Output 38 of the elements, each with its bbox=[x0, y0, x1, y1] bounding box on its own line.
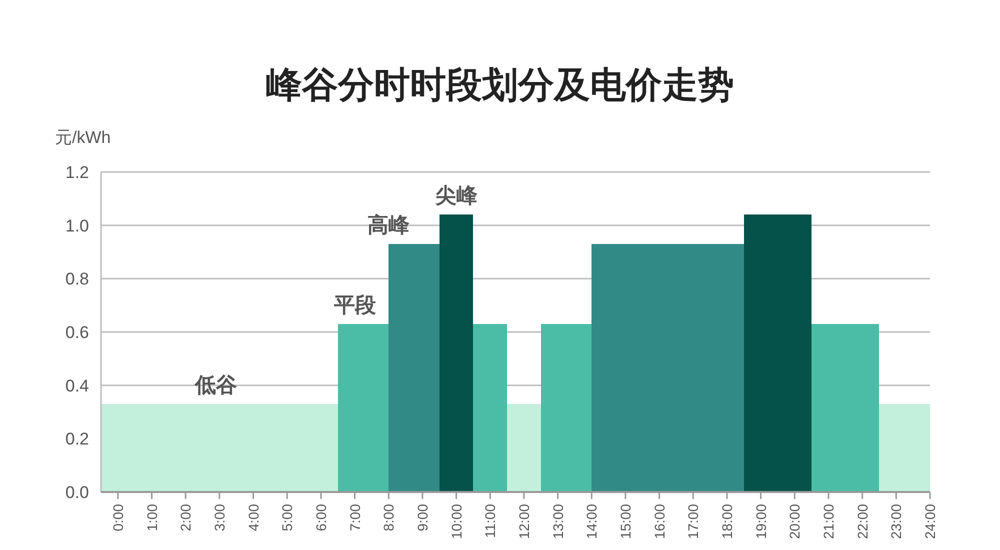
x-tick-label: 23:00 bbox=[888, 504, 904, 540]
y-axis-title: 元/kWh bbox=[55, 128, 111, 147]
x-tick-label: 15:00 bbox=[617, 504, 634, 540]
x-tick-label: 3:00 bbox=[211, 504, 228, 532]
annotation: 高峰 bbox=[368, 213, 411, 237]
x-tick-label: 4:00 bbox=[245, 504, 262, 532]
y-tick-label: 0.8 bbox=[65, 270, 89, 289]
x-tick-label: 16:00 bbox=[651, 504, 668, 540]
x-tick-label: 2:00 bbox=[178, 504, 194, 532]
x-tick-label: 11:00 bbox=[482, 504, 498, 538]
x-tick-label: 13:00 bbox=[550, 504, 566, 540]
x-tick-label: 18:00 bbox=[718, 504, 735, 540]
annotation: 低谷 bbox=[194, 374, 238, 397]
x-tick-label: 9:00 bbox=[414, 504, 430, 532]
x-tick-label: 5:00 bbox=[279, 504, 296, 532]
x-tick-label: 8:00 bbox=[380, 504, 397, 532]
y-tick-label: 0.4 bbox=[65, 376, 89, 396]
chart-title: 峰谷分时时段划分及电价走势 bbox=[266, 64, 734, 105]
x-tick-label: 17:00 bbox=[685, 504, 702, 540]
y-tick-label: 0.6 bbox=[65, 323, 89, 342]
y-tick-label: 1.2 bbox=[65, 163, 89, 182]
x-tick-label: 19:00 bbox=[752, 504, 769, 540]
x-tick-label: 0:00 bbox=[110, 504, 126, 532]
x-tick-label: 21:00 bbox=[820, 504, 836, 540]
x-tick-label: 24:00 bbox=[922, 504, 938, 540]
x-tick-label: 6:00 bbox=[312, 504, 329, 532]
annotation: 尖峰 bbox=[434, 184, 478, 208]
x-tick-label: 14:00 bbox=[584, 504, 600, 540]
annotation: 平段 bbox=[332, 294, 377, 317]
x-tick-label: 7:00 bbox=[346, 504, 363, 532]
y-tick-label: 1.0 bbox=[65, 216, 89, 236]
x-tick-label: 22:00 bbox=[854, 504, 870, 540]
y-tick-label: 0.2 bbox=[65, 430, 89, 449]
x-tick-label: 1:00 bbox=[144, 504, 160, 532]
x-tick-label: 10:00 bbox=[448, 504, 464, 540]
x-tick-label: 20:00 bbox=[786, 504, 803, 540]
x-tick-label: 12:00 bbox=[516, 504, 532, 540]
y-tick-label: 0.0 bbox=[65, 483, 89, 502]
